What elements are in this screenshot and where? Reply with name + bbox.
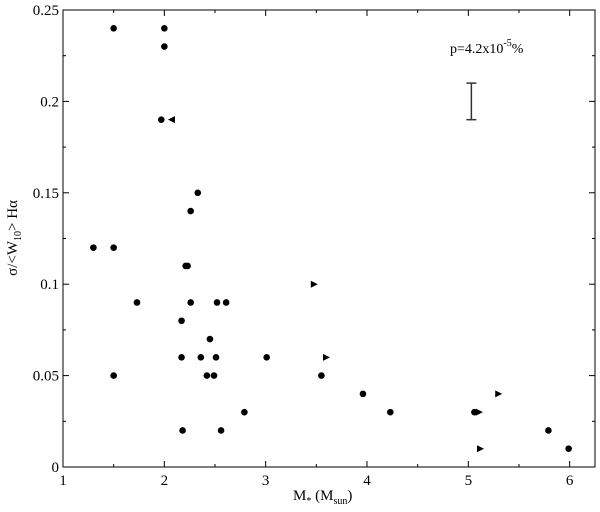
y-tick-label: 0.1 xyxy=(40,277,59,293)
data-point xyxy=(387,408,394,416)
data-point xyxy=(157,116,165,123)
x-tick-label: 2 xyxy=(161,473,169,489)
y-axis: 0 0.05 0.1 0.15 0.2 0.25 xyxy=(33,3,595,476)
x-tick-label: 1 xyxy=(59,473,67,489)
data-point xyxy=(110,372,117,379)
data-point xyxy=(241,408,248,416)
data-point xyxy=(194,189,202,197)
data-point xyxy=(565,445,572,453)
data-point xyxy=(187,299,194,306)
data-point xyxy=(110,24,117,32)
plot-frame xyxy=(62,9,596,468)
data-point xyxy=(179,427,186,434)
data-point xyxy=(213,299,221,306)
y-tick-label: 0 xyxy=(52,460,60,476)
data-point xyxy=(217,427,225,434)
data-point xyxy=(222,299,230,306)
data-point xyxy=(184,262,191,270)
data-point xyxy=(197,354,205,361)
data-point xyxy=(133,299,141,306)
data-point xyxy=(210,372,218,379)
y-axis-label: σ/<W10> Hα xyxy=(5,200,24,276)
data-point-upper-limit xyxy=(322,353,330,361)
data-point xyxy=(178,317,185,325)
data-point xyxy=(212,354,220,361)
data-point xyxy=(359,390,367,398)
data-point xyxy=(161,43,168,50)
y-tick-label: 0.25 xyxy=(33,3,59,19)
error-bar xyxy=(466,82,477,121)
data-point-lower-limit xyxy=(167,116,175,124)
data-point xyxy=(545,427,552,434)
data-points xyxy=(90,24,572,453)
data-point-upper-limit xyxy=(475,408,483,416)
x-tick-label: 5 xyxy=(465,473,473,489)
data-point-upper-limit xyxy=(310,280,318,288)
y-tick-label: 0.05 xyxy=(33,369,59,385)
x-tick-label: 3 xyxy=(262,473,270,489)
data-point xyxy=(178,354,185,361)
data-point xyxy=(318,372,325,379)
x-tick-label: 4 xyxy=(363,473,371,489)
y-tick-label: 0.2 xyxy=(40,94,59,110)
x-axis: 1 2 3 4 5 6 xyxy=(59,10,574,489)
data-point xyxy=(161,24,168,32)
data-point xyxy=(206,335,214,343)
x-tick-label: 6 xyxy=(566,473,574,489)
data-point xyxy=(203,372,211,379)
data-point-upper-limit xyxy=(476,445,484,453)
data-point xyxy=(263,354,270,361)
data-point xyxy=(90,244,97,251)
y-tick-label: 0.15 xyxy=(33,186,59,202)
x-axis-label: M* (Msun) xyxy=(293,488,352,507)
data-point-upper-limit xyxy=(495,390,503,398)
annotation: p=4.2x10-5% xyxy=(450,38,524,57)
data-point xyxy=(187,207,194,215)
data-point xyxy=(110,244,117,251)
